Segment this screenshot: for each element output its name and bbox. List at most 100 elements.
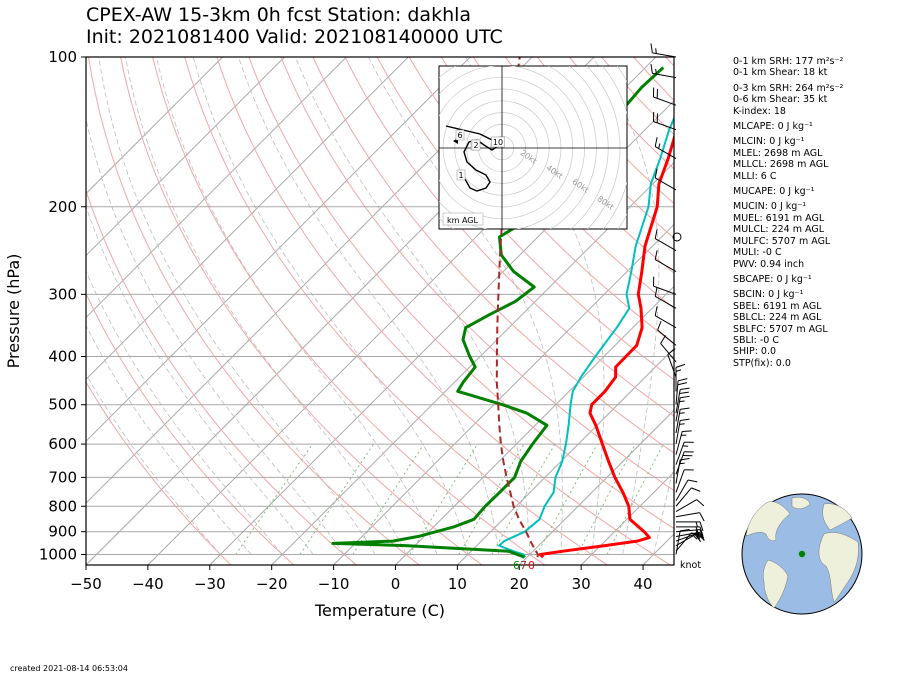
moist-adiabat-line <box>125 57 407 555</box>
index-line: MLLCL: 2698 m AGL <box>733 159 829 171</box>
moist-adiabat-line <box>86 117 345 555</box>
hodograph-height-box <box>455 129 465 141</box>
globe-land-north-america <box>745 501 791 541</box>
wind-barb <box>654 286 677 309</box>
dry-adiabat-line <box>216 57 671 565</box>
x-tick-label: −20 <box>256 575 288 593</box>
index-line: STP(fix): 0.0 <box>733 357 791 369</box>
x-tick-label: 30 <box>572 575 591 593</box>
moist-adiabat-line <box>294 57 531 555</box>
wind-barb <box>654 168 677 191</box>
index-line: 0-6 km Shear: 35 kt <box>733 94 828 106</box>
dry-adiabat-line <box>408 57 674 345</box>
x-axis-label: Temperature (C) <box>314 601 445 620</box>
wind-barb <box>660 335 677 363</box>
wind-barb <box>650 43 677 58</box>
isotherm-line <box>86 57 471 442</box>
y-tick-label: 800 <box>48 497 77 515</box>
dry-adiabat-line <box>472 57 674 274</box>
wind-barb <box>675 451 694 475</box>
mixing-ratio-line <box>606 443 664 555</box>
isotherm-line <box>86 57 285 257</box>
dry-adiabat-line <box>152 57 545 565</box>
index-line: MULFC: 5707 m AGL <box>733 235 831 247</box>
index-line: PWV: 0.94 inch <box>733 258 805 270</box>
y-axis-label: Pressure (hPa) <box>4 254 23 369</box>
created-timestamp: created 2021-08-14 06:53:04 <box>10 664 128 673</box>
isotherm-line <box>209 100 674 565</box>
index-line: MUCAPE: 0 J kg⁻¹ <box>733 186 815 198</box>
x-tick-label: −10 <box>318 575 350 593</box>
temperature-profile <box>538 133 674 559</box>
wind-barb <box>675 387 690 414</box>
wind-barb <box>675 363 686 392</box>
isotherm-line <box>518 409 674 565</box>
wind-barb <box>675 512 705 522</box>
x-tick-label: 40 <box>634 575 653 593</box>
y-tick-label: 1000 <box>39 545 77 563</box>
wind-barb <box>676 526 704 536</box>
x-tick-label: 20 <box>510 575 529 593</box>
hodograph-trace <box>445 125 500 192</box>
wind-barb <box>652 276 677 295</box>
moist-adiabat-line <box>238 57 500 555</box>
dry-adiabat-line <box>280 57 674 492</box>
y-tick-label: 200 <box>48 198 77 216</box>
wind-barb <box>654 250 677 273</box>
index-line: 0-1 km Shear: 18 kt <box>733 67 828 79</box>
dry-adiabat-line <box>248 57 674 530</box>
hodograph-height-box <box>491 136 505 148</box>
wind-barb <box>675 430 692 455</box>
globe-land-south-america <box>762 559 789 609</box>
wind-barb <box>654 229 677 252</box>
wind-barb <box>675 457 690 484</box>
moist-adiabat-line <box>156 57 438 555</box>
surface-dewpoint-label: 6 <box>513 559 520 572</box>
hodograph-height-box <box>456 169 466 181</box>
wind-barb <box>675 469 694 493</box>
wind-barb <box>675 395 690 422</box>
index-line: K-index: 18 <box>733 105 786 117</box>
index-line: SBCIN: 0 J kg⁻¹ <box>733 289 804 301</box>
y-tick-label: 700 <box>48 468 77 486</box>
dry-adiabat-line <box>86 189 357 565</box>
hodograph-height-label: 2 <box>473 141 478 150</box>
moist-adiabat-line <box>98 57 376 555</box>
mixing-ratio-line <box>299 443 375 555</box>
hodograph-frame <box>438 65 628 230</box>
index-line: SBLI: -0 C <box>733 334 779 346</box>
dry-adiabat-line <box>120 57 483 565</box>
mixing-ratio-line <box>536 443 598 555</box>
wind-barb <box>676 521 704 532</box>
isotherm-line <box>86 57 347 319</box>
wetbulb-profile <box>498 115 674 558</box>
index-line: MLCIN: 0 J kg⁻¹ <box>733 136 805 148</box>
x-tick-label: 0 <box>391 575 401 593</box>
moist-adiabat-line <box>465 57 605 555</box>
index-line: MLCAPE: 0 J kg⁻¹ <box>733 121 813 133</box>
x-tick-label: 10 <box>448 575 467 593</box>
wind-barb <box>675 418 690 445</box>
wind-barb <box>675 479 698 502</box>
globe-locator <box>741 493 863 615</box>
wind-barb <box>672 232 682 242</box>
moist-adiabat-line <box>368 57 563 555</box>
globe-land-europe <box>822 503 853 531</box>
index-line: MLEL: 2698 m AGL <box>733 147 823 159</box>
wind-barb <box>675 441 694 465</box>
y-tick-label: 900 <box>48 523 77 541</box>
wind-barb <box>657 320 677 346</box>
index-line: SBEL: 6191 m AGL <box>733 300 822 312</box>
dry-adiabat-line <box>312 57 674 454</box>
isotherm-line <box>86 57 409 381</box>
isotherm-line <box>457 347 674 565</box>
wind-barb <box>654 306 677 329</box>
hodograph-height-label: 1 <box>458 171 463 180</box>
wind-barb <box>652 87 677 106</box>
mixing-ratio-line <box>409 443 479 555</box>
y-tick-label: 600 <box>48 435 77 453</box>
wind-barb <box>650 63 677 79</box>
y-tick-label: 100 <box>48 48 77 66</box>
index-line: SHIP: 0.0 <box>733 346 777 358</box>
